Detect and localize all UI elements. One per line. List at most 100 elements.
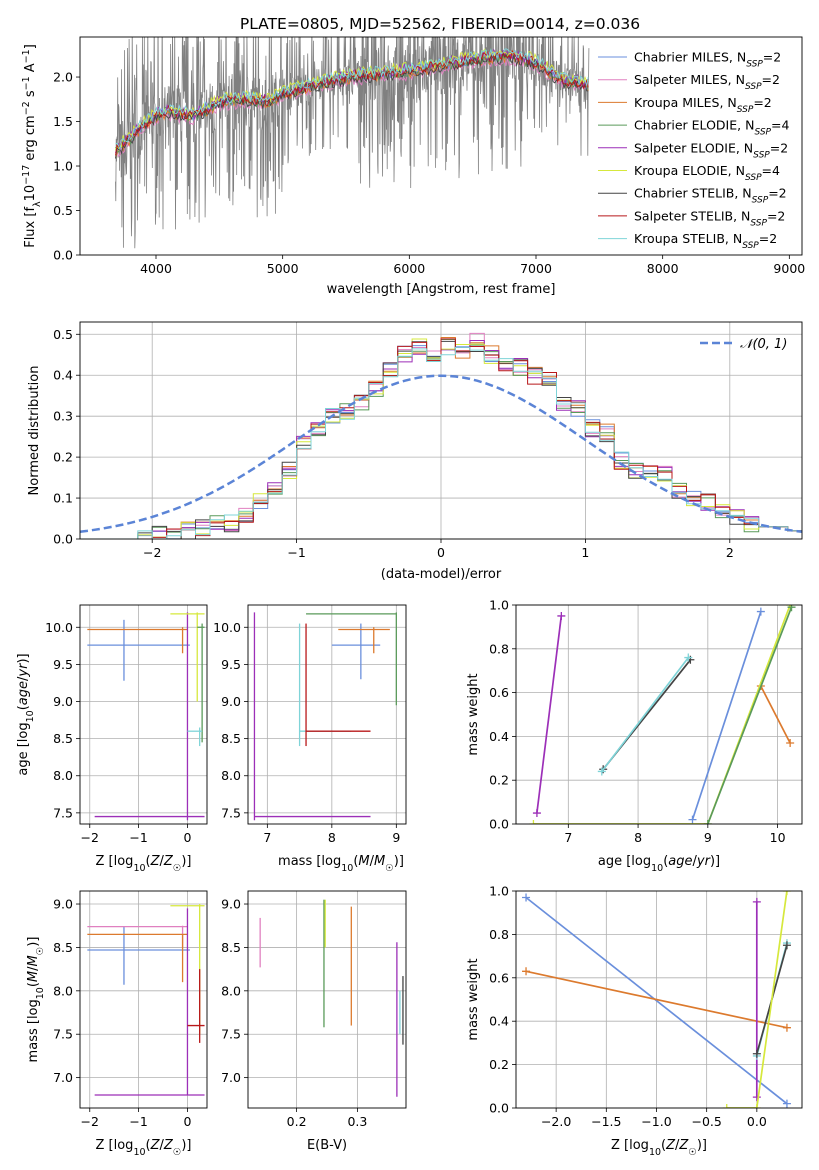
- label-part: −17: [21, 165, 32, 185]
- x-tick-label: −2.0: [541, 1114, 571, 1129]
- label-part: mass [log: [278, 854, 341, 869]
- age-vs-z-y-axis-label: age [log10(age/yr)]: [16, 653, 36, 775]
- legend-label-main: Salpeter MILES, N: [634, 72, 745, 87]
- error-bar-point: [187, 969, 205, 1043]
- error-bar-point: [331, 623, 381, 680]
- y-tick-label: 1.0: [53, 159, 73, 174]
- y-tick-label: 7.5: [221, 805, 241, 820]
- label-part: M: [26, 971, 41, 982]
- x-tick-label: 7000: [520, 261, 552, 276]
- x-tick-label: 0.2: [287, 1114, 307, 1129]
- weight-series: [752, 897, 761, 1102]
- legend-label-count: =4: [762, 163, 780, 178]
- legend-label-count: =2: [762, 72, 780, 87]
- age-vs-z-x-axis-label: Z [log10(Z/Z☉)]: [96, 854, 192, 874]
- x-tick-label: −1.0: [641, 1114, 671, 1129]
- x-tick-label: 0.0: [747, 1114, 767, 1129]
- error-bar-point: [306, 612, 397, 706]
- weight-line: [525, 970, 788, 1029]
- legend-label-count: =2: [759, 231, 777, 246]
- weight-marker: [752, 1093, 761, 1102]
- weight-vs-age-plot-area: [529, 605, 796, 824]
- label-part: )]: [181, 854, 191, 869]
- mass-vs-ebv-axes: 0.2 0.3 7.0 7.5 8.0 8.5 9.0: [221, 891, 406, 1129]
- weight-marker: [597, 767, 606, 776]
- weight-marker: [557, 611, 566, 620]
- normal-distribution-curve: [80, 374, 802, 534]
- weight-marker: [703, 820, 712, 824]
- y-tick-label: 8.0: [53, 983, 73, 998]
- weight-series: [688, 607, 765, 824]
- weight-vs-z-y-axis-label: mass weight: [466, 958, 481, 1040]
- legend-label-subscript: SSP: [754, 128, 771, 138]
- legend-entry-label: Salpeter MILES, NSSP=2: [634, 72, 780, 92]
- y-tick-label: 0.2: [489, 773, 509, 788]
- x-tick-label: 6000: [393, 261, 425, 276]
- legend-entry-label: Kroupa ELODIE, NSSP=4: [634, 163, 780, 183]
- label-part: 10: [651, 863, 663, 874]
- y-tick-label: 0.3: [53, 409, 73, 424]
- legend-entry-label: Kroupa MILES, NSSP=2: [634, 95, 772, 115]
- label-part: )]: [181, 1138, 191, 1153]
- y-tick-label: 0.4: [489, 1014, 509, 1029]
- y-tick-label: 8.5: [221, 940, 241, 955]
- weight-marker: [722, 1104, 731, 1108]
- x-tick-label: −1: [129, 830, 147, 845]
- weight-marker: [752, 897, 761, 906]
- y-tick-label: 0.0: [53, 532, 73, 547]
- x-tick-label: 9: [704, 830, 712, 845]
- error-bar-point: [87, 933, 188, 983]
- label-part: 10: [35, 987, 46, 999]
- legend-label-count: =4: [771, 118, 789, 133]
- weight-series: [522, 967, 791, 1032]
- label-part: (: [146, 854, 151, 869]
- y-tick-label: 0.8: [489, 641, 509, 656]
- x-tick-label: 0.3: [347, 1114, 367, 1129]
- mass-vs-z-frame: [79, 890, 208, 1109]
- label-part: )]: [16, 653, 31, 663]
- label-part: yr: [696, 854, 712, 869]
- mass-vs-ebv-x-axis-label: E(B-V): [307, 1138, 347, 1153]
- x-tick-label: 9000: [773, 261, 805, 276]
- weight-marker: [782, 1023, 791, 1032]
- weight-line: [760, 685, 791, 744]
- legend-label-count: =2: [767, 208, 785, 223]
- legend-label-main: Salpeter STELIB, N: [634, 208, 750, 223]
- label-part: /: [160, 854, 165, 869]
- weight-marker: [787, 605, 796, 612]
- weight-marker: [529, 820, 538, 824]
- x-tick-label: 8: [328, 830, 336, 845]
- label-part: −1: [21, 76, 32, 90]
- label-part: ]: [23, 44, 38, 49]
- x-tick-label: −1.5: [591, 1114, 621, 1129]
- y-tick-label: 8.5: [53, 731, 73, 746]
- x-tick-label: 9: [392, 830, 400, 845]
- x-tick-label: −2: [81, 1114, 99, 1129]
- weight-marker: [782, 941, 791, 950]
- x-tick-label: −1: [287, 545, 305, 560]
- error-bar-point: [187, 727, 203, 747]
- label-part: A: [23, 63, 38, 76]
- y-tick-label: 9.5: [221, 657, 241, 672]
- weight-vs-z-frame: [515, 890, 803, 1109]
- y-tick-label: 7.5: [53, 1027, 73, 1042]
- label-part: (: [353, 854, 358, 869]
- spectrum-x-axis-label: wavelength [Angstrom, rest frame]: [327, 282, 556, 297]
- legend-label-subscript: SSP: [737, 105, 754, 115]
- x-tick-label: 2: [726, 545, 734, 560]
- age-vs-z-axes: −2 −1 0 7.5 8.0 8.5 9.0 9.5 10.0: [45, 605, 207, 845]
- label-part: 10: [649, 1147, 661, 1158]
- weight-vs-age-y-axis-label: mass weight: [466, 673, 481, 755]
- label-part: −2: [21, 101, 32, 115]
- y-tick-label: 9.0: [221, 897, 241, 912]
- residuals-frame: [79, 321, 803, 540]
- age-vs-mass-plot-area: [253, 612, 397, 821]
- label-part: 10: [23, 185, 38, 202]
- weight-vs-z-axes: −2.0 −1.5 −1.0 −0.5 0.0 0.0 0.2 0.4 0.6 0.8 1.0: [489, 884, 802, 1129]
- label-part: −1: [21, 49, 32, 63]
- residuals-plot-area: [80, 332, 802, 539]
- mass-vs-ebv-frame: [247, 890, 407, 1109]
- label-part: age [log: [16, 722, 31, 775]
- legend-label-main: Chabrier MILES, N: [634, 50, 746, 65]
